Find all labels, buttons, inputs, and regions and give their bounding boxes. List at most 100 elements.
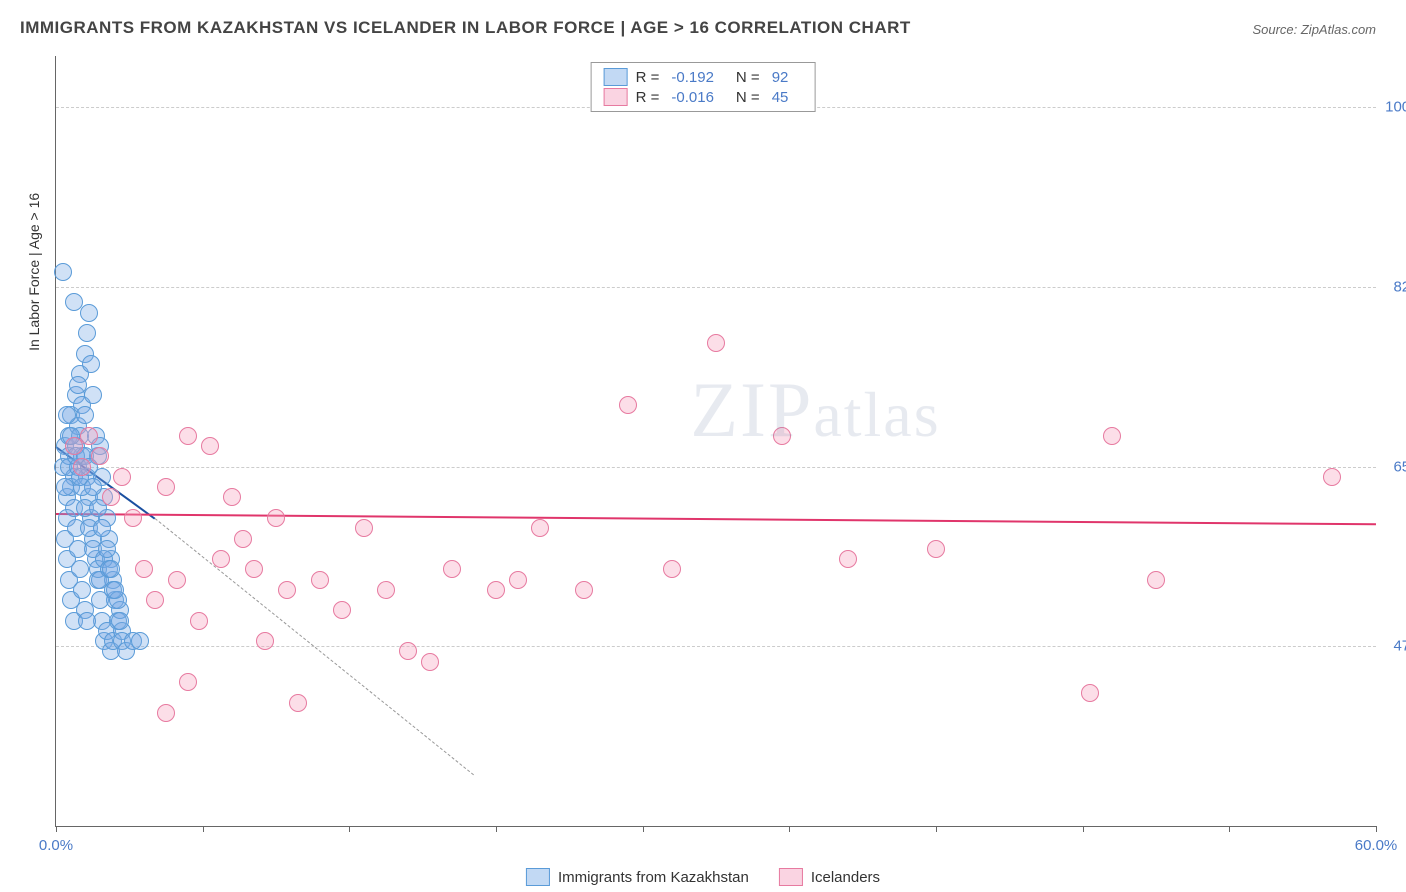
legend-correlation: R =-0.192N =92R =-0.016N =45 [591,62,816,112]
data-point [71,560,89,578]
y-axis-label: In Labor Force | Age > 16 [26,193,42,351]
legend-n-value: 92 [772,69,789,86]
legend-r-label: R = [636,89,660,106]
trend-line [56,513,1376,525]
data-point [333,601,351,619]
data-point [839,550,857,568]
x-tick [203,826,204,832]
data-point [102,560,120,578]
legend-n-label: N = [736,69,760,86]
data-point [106,581,124,599]
data-point [267,509,285,527]
data-point [927,540,945,558]
plot-area: 47.5%65.0%82.5%100.0%0.0%60.0% [55,56,1376,827]
data-point [663,560,681,578]
data-point [91,447,109,465]
data-point [157,704,175,722]
source-label: Source: ZipAtlas.com [1252,22,1376,37]
data-point [773,427,791,445]
data-point [146,591,164,609]
data-point [98,540,116,558]
legend-item: Immigrants from Kazakhstan [526,868,749,886]
legend-label: Icelanders [811,869,880,886]
data-point [245,560,263,578]
y-tick-label: 82.5% [1393,279,1406,296]
data-point [179,427,197,445]
data-point [707,334,725,352]
data-point [289,694,307,712]
legend-label: Immigrants from Kazakhstan [558,869,749,886]
legend-swatch [604,88,628,106]
x-tick [56,826,57,832]
data-point [84,386,102,404]
data-point [54,263,72,281]
data-point [1081,684,1099,702]
y-tick-label: 65.0% [1393,458,1406,475]
x-tick [1376,826,1377,832]
legend-swatch [604,68,628,86]
legend-n-label: N = [736,89,760,106]
data-point [102,488,120,506]
data-point [157,478,175,496]
data-point [82,355,100,373]
data-point [58,406,76,424]
data-point [278,581,296,599]
data-point [443,560,461,578]
x-tick [1083,826,1084,832]
data-point [619,396,637,414]
data-point [131,632,149,650]
y-tick-label: 100.0% [1385,99,1406,116]
gridline [56,467,1376,468]
data-point [56,478,74,496]
data-point [377,581,395,599]
x-tick [643,826,644,832]
data-point [73,581,91,599]
data-point [93,519,111,537]
data-point [76,406,94,424]
data-point [311,571,329,589]
data-point [201,437,219,455]
data-point [355,519,373,537]
x-tick [1229,826,1230,832]
data-point [78,324,96,342]
x-tick [349,826,350,832]
data-point [78,612,96,630]
data-point [487,581,505,599]
legend-row: R = -0.192 N = 92 [604,67,803,87]
data-point [84,478,102,496]
legend-r-label: R = [636,69,660,86]
data-point [1323,468,1341,486]
data-point [113,468,131,486]
data-point [65,437,83,455]
data-point [575,581,593,599]
data-point [531,519,549,537]
data-point [421,653,439,671]
chart-title: IMMIGRANTS FROM KAZAKHSTAN VS ICELANDER … [20,18,911,38]
data-point [179,673,197,691]
data-point [1103,427,1121,445]
y-tick-label: 47.5% [1393,638,1406,655]
gridline [56,646,1376,647]
data-point [190,612,208,630]
x-tick-label: 0.0% [39,837,73,854]
legend-swatch [779,868,803,886]
data-point [73,458,91,476]
data-point [234,530,252,548]
legend-series: Immigrants from Kazakhstan Icelanders [526,868,880,886]
data-point [80,304,98,322]
data-point [399,642,417,660]
data-point [135,560,153,578]
data-point [212,550,230,568]
data-point [65,293,83,311]
x-tick [789,826,790,832]
x-tick-label: 60.0% [1355,837,1398,854]
data-point [111,612,129,630]
data-point [223,488,241,506]
data-point [256,632,274,650]
legend-row: R =-0.016N =45 [604,87,803,107]
legend-swatch [526,868,550,886]
legend-item: Icelanders [779,868,880,886]
x-tick [496,826,497,832]
legend-r-value: -0.192 [671,69,714,86]
legend-r-value: -0.016 [671,89,714,106]
